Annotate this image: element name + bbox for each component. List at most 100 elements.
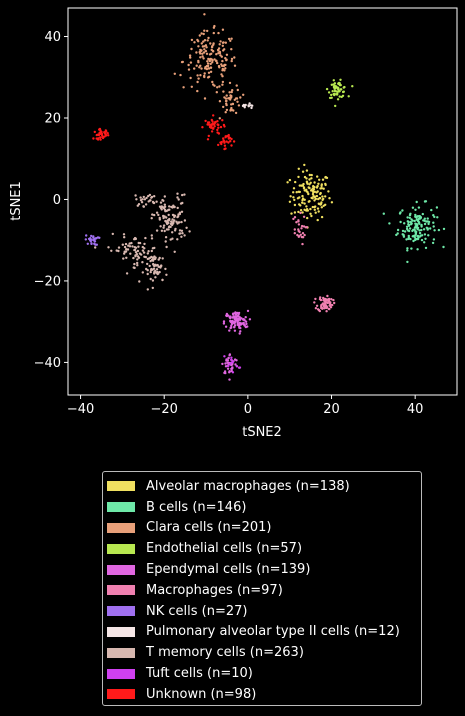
data-point [139, 196, 142, 199]
data-point [137, 241, 140, 245]
data-point [315, 304, 319, 307]
legend-item: Macrophages (n=97) [107, 580, 421, 601]
data-point [324, 176, 327, 179]
legend-swatch [107, 689, 135, 700]
data-point [123, 236, 126, 239]
data-point [216, 131, 219, 134]
data-point [224, 111, 227, 114]
data-point [221, 75, 224, 78]
data-point [244, 320, 248, 323]
data-point [207, 36, 210, 40]
data-point [222, 123, 226, 127]
data-point [181, 232, 184, 235]
data-point [224, 371, 227, 375]
data-point [405, 225, 409, 228]
data-point [181, 193, 184, 197]
data-point [197, 59, 200, 63]
data-point [123, 250, 126, 253]
data-point [128, 242, 131, 245]
data-point [228, 353, 232, 356]
data-point [224, 135, 227, 138]
data-point [164, 267, 167, 271]
data-point [320, 215, 324, 219]
legend-swatch [107, 481, 135, 492]
data-point [132, 256, 135, 260]
data-point [224, 57, 227, 60]
data-point [442, 227, 446, 231]
data-point [222, 90, 225, 93]
data-point [208, 53, 212, 56]
legend-item: T memory cells (n=263) [107, 642, 421, 663]
data-point [320, 187, 323, 190]
data-point [159, 225, 162, 228]
data-point [322, 299, 326, 302]
data-point [307, 192, 310, 196]
data-point [151, 286, 154, 290]
data-point [331, 90, 334, 93]
data-point [180, 235, 183, 238]
data-point [327, 297, 331, 301]
data-point [340, 95, 343, 99]
data-point [328, 302, 332, 305]
series-7 [241, 102, 254, 110]
data-point [337, 90, 341, 93]
data-point [417, 217, 420, 221]
data-point [143, 242, 146, 246]
data-point [218, 117, 221, 120]
data-point [90, 234, 93, 238]
data-point [407, 234, 410, 238]
data-point [230, 358, 233, 361]
data-point [149, 256, 152, 259]
data-point [222, 49, 225, 52]
data-point [417, 206, 421, 209]
data-point [408, 216, 411, 219]
data-point [215, 91, 218, 94]
data-point [308, 178, 311, 181]
data-point [330, 201, 334, 204]
data-point [134, 237, 137, 240]
data-point [203, 13, 206, 16]
data-point [172, 213, 175, 217]
legend-item: Clara cells (n=201) [107, 518, 421, 539]
data-point [312, 188, 316, 191]
data-point [126, 248, 130, 251]
data-point [151, 259, 155, 262]
data-point [207, 67, 211, 70]
data-point [347, 95, 350, 98]
legend-swatch [107, 543, 135, 554]
data-point [228, 81, 232, 85]
data-point [85, 234, 88, 237]
data-point [325, 299, 328, 302]
data-point [295, 221, 298, 224]
data-point [293, 211, 297, 214]
data-point [314, 205, 317, 208]
data-point [92, 137, 95, 140]
data-point [432, 225, 435, 228]
data-point [209, 42, 212, 45]
data-point [125, 272, 129, 275]
data-point [198, 50, 201, 54]
data-point [293, 216, 297, 219]
data-point [145, 196, 148, 200]
series-5 [292, 211, 336, 313]
data-point [401, 209, 404, 212]
legend-label: Alveolar macrophages (n=138) [146, 478, 350, 494]
data-point [179, 202, 183, 205]
data-point [425, 226, 428, 229]
data-point [329, 306, 333, 309]
data-point [172, 204, 175, 207]
data-point [216, 61, 219, 65]
data-point [148, 193, 152, 197]
data-point [416, 235, 419, 238]
data-point [199, 48, 202, 52]
data-point [189, 61, 193, 64]
data-point [301, 198, 304, 202]
data-point [204, 119, 207, 123]
data-point [141, 249, 145, 252]
data-point [237, 104, 241, 107]
data-point [97, 137, 100, 140]
data-point [149, 270, 152, 274]
data-point [227, 364, 230, 368]
data-point [321, 178, 325, 181]
data-point [151, 213, 154, 216]
